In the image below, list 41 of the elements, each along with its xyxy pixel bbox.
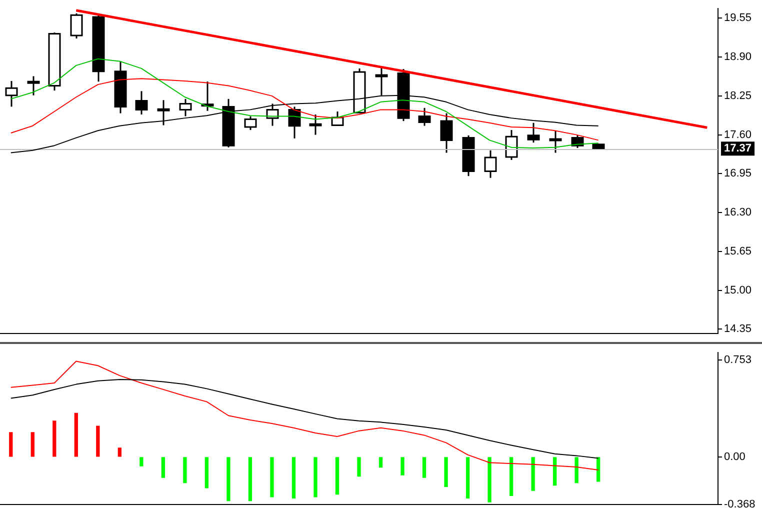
- bar: [509, 457, 514, 496]
- bar: [292, 457, 296, 499]
- y-tick-label: 19.55: [724, 12, 752, 24]
- bar: [378, 457, 383, 468]
- y-tick-label: 0.00: [724, 451, 746, 464]
- bar: [574, 457, 578, 484]
- bar: [140, 457, 144, 466]
- bar: [335, 457, 340, 495]
- bar: [204, 457, 209, 488]
- y-tick-label: 18.90: [724, 51, 752, 64]
- bar: [270, 457, 274, 498]
- bar: [96, 426, 100, 457]
- y-tick-label: 16.95: [724, 168, 752, 180]
- y-tick-label: 15.00: [724, 284, 752, 296]
- bar: [118, 448, 122, 457]
- bar: [552, 457, 557, 486]
- y-tick-label: 17.60: [724, 128, 752, 141]
- ref-line-label: 17.37: [724, 142, 752, 155]
- bar: [488, 457, 492, 502]
- y-tick-label: 18.25: [724, 90, 752, 102]
- y-tick-label: 14.35: [724, 323, 752, 336]
- bar: [74, 412, 78, 457]
- bar: [444, 457, 448, 487]
- bar: [422, 457, 426, 478]
- bar: [30, 432, 34, 457]
- bar: [9, 432, 13, 457]
- bar: [531, 457, 535, 491]
- bar: [161, 457, 166, 478]
- bar: [226, 457, 230, 502]
- y-tick-label: 15.65: [724, 245, 752, 258]
- bar: [248, 457, 252, 502]
- bar: [314, 457, 318, 498]
- bar: [400, 457, 404, 476]
- y-tick-label: -0.368: [724, 498, 756, 510]
- y-tick-label: 16.30: [724, 206, 752, 219]
- bar: [596, 457, 600, 482]
- bar: [466, 457, 470, 499]
- bar: [52, 420, 56, 457]
- bar: [357, 457, 361, 477]
- bar: [183, 457, 187, 484]
- y-tick-label: 0.753: [724, 354, 752, 366]
